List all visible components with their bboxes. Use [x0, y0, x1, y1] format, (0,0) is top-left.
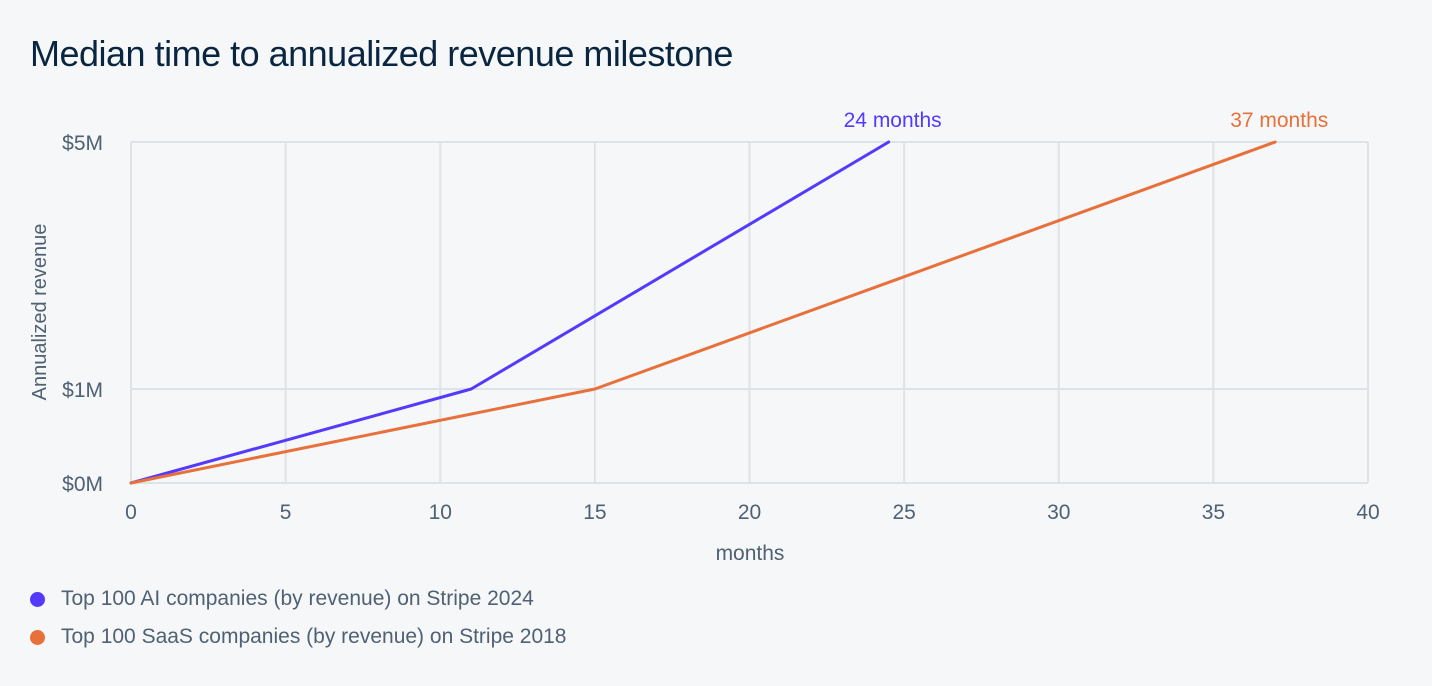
- y-tick-label: $1M: [62, 379, 103, 402]
- series-end-labels: 24 months 37 months: [844, 109, 1329, 132]
- series-end-label-1: 37 months: [1230, 109, 1328, 132]
- x-tick-label: 30: [1047, 501, 1070, 524]
- x-tick-label: 5: [280, 501, 292, 524]
- legend-dot-icon: [30, 591, 45, 607]
- series-end-label-0: 24 months: [844, 109, 942, 132]
- x-tick-label: 40: [1356, 501, 1379, 524]
- series-line-0: [129, 140, 891, 485]
- legend-item-ai: Top 100 AI companies (by revenue) on Str…: [30, 580, 567, 618]
- x-tick-label: 25: [892, 501, 915, 524]
- x-tick-label: 0: [125, 501, 137, 524]
- x-tick-label: 20: [738, 501, 761, 524]
- x-axis-label: months: [716, 542, 785, 565]
- legend: Top 100 AI companies (by revenue) on Str…: [30, 580, 567, 656]
- grid-lines: [130, 141, 1369, 484]
- x-axis-tick-labels: 0 5 10 15 20 25 30 35 40: [125, 501, 1380, 524]
- y-tick-label: $5M: [62, 132, 103, 155]
- y-axis-tick-labels: $0M $1M $5M: [62, 132, 103, 496]
- x-tick-label: 15: [583, 501, 606, 524]
- series-line-1: [129, 140, 1277, 485]
- y-tick-label: $0M: [62, 473, 103, 496]
- x-tick-label: 35: [1202, 501, 1225, 524]
- legend-label: Top 100 AI companies (by revenue) on Str…: [61, 587, 534, 610]
- x-tick-label: 10: [429, 501, 452, 524]
- legend-label: Top 100 SaaS companies (by revenue) on S…: [61, 625, 567, 648]
- y-axis-label: Annualized revenue: [29, 224, 51, 401]
- legend-item-saas: Top 100 SaaS companies (by revenue) on S…: [30, 618, 567, 656]
- legend-dot-icon: [30, 629, 45, 645]
- series-lines: [129, 140, 1277, 485]
- chart-title: Median time to annualized revenue milest…: [30, 33, 733, 74]
